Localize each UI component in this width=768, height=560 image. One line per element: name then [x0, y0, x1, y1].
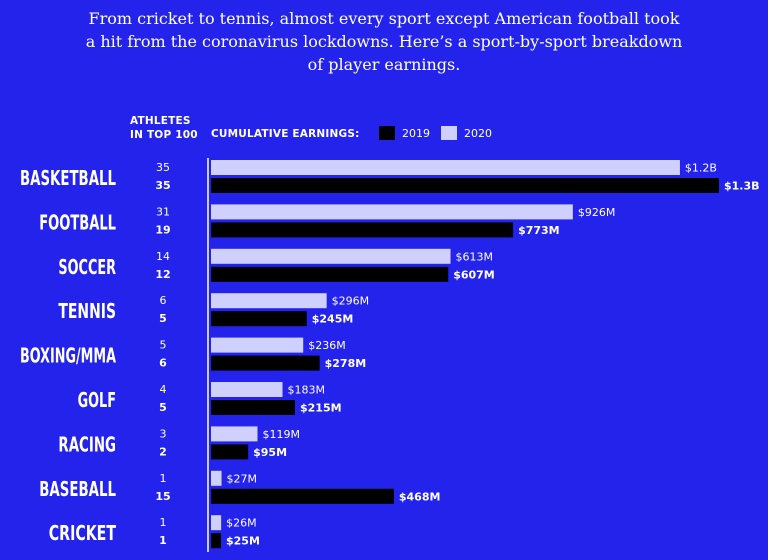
value-label-2019-racing: $95M — [253, 446, 287, 459]
sport-label-golf: GOLF — [78, 388, 116, 412]
athletes-2019-baseball: 15 — [155, 490, 170, 503]
athletes-2020-basketball: 35 — [156, 161, 170, 174]
sport-label-soccer: SOCCER — [58, 255, 116, 279]
athletes-2019-boxing-mma: 6 — [159, 357, 167, 370]
bar-2020-baseball — [211, 470, 222, 486]
bar-2019-cricket — [211, 533, 221, 549]
bar-2020-soccer — [211, 248, 451, 264]
value-label-2019-football: $773M — [518, 224, 560, 237]
bar-2019-baseball — [211, 488, 394, 504]
value-label-2020-football: $926M — [578, 206, 616, 219]
sport-label-football: FOOTBALL — [39, 210, 116, 234]
athletes-2020-football: 31 — [156, 205, 170, 218]
value-label-2020-cricket: $26M — [226, 517, 257, 530]
athletes-header-line2: IN TOP 100 — [130, 129, 198, 141]
bar-2019-basketball — [211, 178, 719, 193]
athletes-2020-tennis: 6 — [160, 294, 167, 307]
athletes-2020-soccer: 14 — [156, 250, 170, 263]
athletes-2020-baseball: 1 — [160, 472, 167, 485]
value-label-2019-basketball: $1.3B — [724, 180, 760, 193]
value-label-2020-racing: $119M — [263, 428, 301, 441]
value-label-2019-soccer: $607M — [453, 268, 495, 281]
athletes-2020-golf: 4 — [160, 383, 167, 396]
sport-label-baseball: BASEBALL — [39, 477, 116, 501]
cumulative-earnings-label: CUMULATIVE EARNINGS: — [211, 128, 360, 140]
bar-2020-basketball — [211, 160, 680, 175]
value-label-2020-soccer: $613M — [456, 250, 494, 263]
bar-2019-boxing-mma — [211, 355, 320, 371]
value-label-2020-basketball: $1.2B — [685, 162, 717, 175]
sport-label-boxing-mma: BOXING/MMA — [20, 344, 116, 368]
sport-label-racing: RACING — [58, 432, 116, 456]
bar-2019-soccer — [211, 266, 449, 282]
athletes-header: ATHLETES IN TOP 100 — [130, 114, 198, 142]
bar-2019-football — [211, 222, 514, 238]
bar-2019-racing — [211, 444, 249, 460]
bar-2019-golf — [211, 400, 296, 415]
legend-swatch-2019 — [379, 126, 395, 140]
sport-label-cricket: CRICKET — [49, 521, 117, 545]
value-label-2019-cricket: $25M — [226, 535, 260, 548]
value-label-2019-golf: $215M — [300, 402, 342, 415]
athletes-2019-racing: 2 — [159, 445, 167, 458]
bar-2020-boxing-mma — [211, 337, 304, 353]
athletes-header-line1: ATHLETES — [130, 115, 191, 127]
value-label-2020-boxing-mma: $236M — [308, 339, 346, 352]
bar-2020-golf — [211, 382, 283, 397]
athletes-2019-tennis: 5 — [159, 312, 167, 325]
athletes-2019-cricket: 1 — [159, 534, 167, 547]
athletes-2020-boxing-mma: 5 — [160, 339, 167, 352]
athletes-2019-soccer: 12 — [155, 268, 170, 281]
athletes-2020-racing: 3 — [160, 427, 167, 440]
athletes-2019-basketball: 35 — [155, 179, 170, 192]
athletes-2020-cricket: 1 — [160, 516, 167, 529]
bar-2020-racing — [211, 426, 258, 442]
legend-swatch-2020 — [441, 126, 457, 140]
bar-2019-tennis — [211, 311, 307, 327]
value-label-2019-tennis: $245M — [312, 313, 354, 326]
value-label-2020-golf: $183M — [288, 384, 326, 397]
athletes-2019-football: 19 — [155, 223, 170, 236]
legend-label-2019: 2019 — [402, 127, 430, 140]
bar-2020-football — [211, 204, 573, 220]
bar-2020-cricket — [211, 515, 222, 531]
value-label-2019-baseball: $468M — [399, 490, 441, 503]
sport-label-basketball: BASKETBALL — [20, 166, 116, 190]
athletes-2019-golf: 5 — [159, 401, 167, 414]
value-label-2020-tennis: $296M — [332, 295, 370, 308]
sport-label-tennis: TENNIS — [58, 299, 116, 323]
value-label-2019-boxing-mma: $278M — [325, 357, 367, 370]
legend-label-2020: 2020 — [464, 127, 492, 140]
bar-2020-tennis — [211, 293, 327, 309]
value-label-2020-baseball: $27M — [227, 472, 258, 485]
intro-text: From cricket to tennis, almost every spo… — [85, 9, 683, 74]
